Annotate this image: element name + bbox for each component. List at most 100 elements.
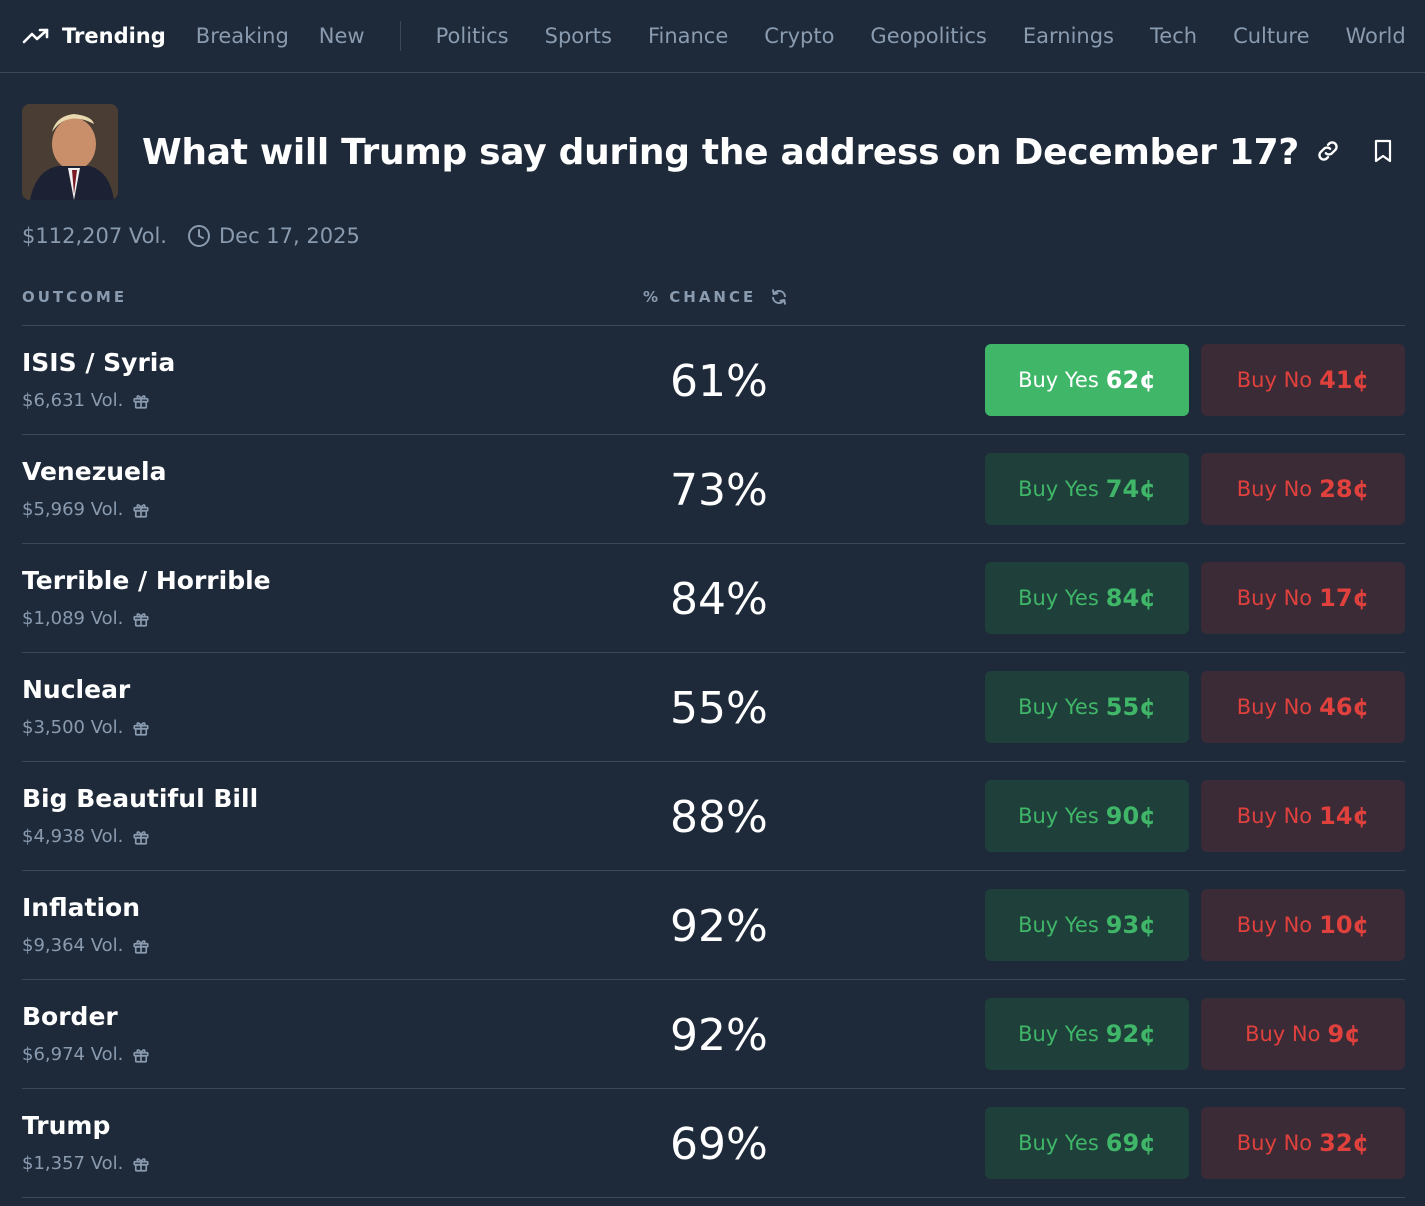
column-outcome: OUTCOME: [22, 288, 128, 306]
column-chance-label: % CHANCE: [643, 288, 757, 306]
nav-politics[interactable]: Politics: [435, 24, 509, 48]
nav-breaking[interactable]: Breaking: [195, 24, 289, 48]
nav-finance[interactable]: Finance: [647, 24, 729, 48]
buy-no-button[interactable]: Buy No 46¢: [1201, 671, 1405, 743]
gift-icon[interactable]: [132, 501, 150, 519]
table-row[interactable]: Border $6,974 Vol. 92% Buy Yes 92¢ Buy No…: [22, 980, 1405, 1089]
refresh-icon[interactable]: [770, 288, 788, 306]
market-title: What will Trump say during the address o…: [142, 131, 1299, 173]
buy-yes-button[interactable]: Buy Yes 69¢: [985, 1107, 1189, 1179]
outcome-volume: $9,364 Vol.: [22, 935, 150, 956]
nav-tech[interactable]: Tech: [1150, 24, 1198, 48]
outcome-name: Venezuela: [22, 457, 167, 486]
buy-no-label: Buy No: [1236, 804, 1313, 828]
outcome-name: Border: [22, 1002, 118, 1031]
outcome-volume: $4,938 Vol.: [22, 826, 150, 847]
outcome-name: Big Beautiful Bill: [22, 784, 259, 813]
market-volume: $112,207 Vol.: [22, 224, 167, 248]
nav-new[interactable]: New: [318, 24, 365, 48]
buy-yes-button[interactable]: Buy Yes 93¢: [985, 889, 1189, 961]
buy-no-button[interactable]: Buy No 32¢: [1201, 1107, 1405, 1179]
gift-icon[interactable]: [132, 937, 150, 955]
buy-yes-button[interactable]: Buy Yes 74¢: [985, 453, 1189, 525]
buy-no-label: Buy No: [1236, 1131, 1313, 1155]
buy-yes-button[interactable]: Buy Yes 62¢: [985, 344, 1189, 416]
gift-icon[interactable]: [132, 392, 150, 410]
top-nav: Trending Breaking New Politics Sports Fi…: [0, 0, 1425, 73]
gift-icon[interactable]: [132, 719, 150, 737]
buy-yes-price: 84¢: [1105, 584, 1156, 612]
nav-world[interactable]: World: [1345, 24, 1406, 48]
buy-no-price: 41¢: [1319, 366, 1370, 394]
gift-icon[interactable]: [132, 1046, 150, 1064]
buy-no-price: 32¢: [1319, 1129, 1370, 1157]
table-row[interactable]: Venezuela $5,969 Vol. 73% Buy Yes 74¢ Buy…: [22, 435, 1405, 544]
table-row[interactable]: ISIS / Syria $6,631 Vol. 61% Buy Yes 62¢ …: [22, 326, 1405, 435]
column-chance: % CHANCE: [643, 288, 788, 306]
buy-no-button[interactable]: Buy No 17¢: [1201, 562, 1405, 634]
bookmark-icon[interactable]: [1371, 138, 1395, 164]
buy-no-button[interactable]: Buy No 9¢: [1201, 998, 1405, 1070]
market-image: [22, 104, 118, 200]
buy-no-label: Buy No: [1236, 477, 1313, 501]
buy-no-button[interactable]: Buy No 41¢: [1201, 344, 1405, 416]
outcome-name: Nuclear: [22, 675, 131, 704]
outcome-chance: 69%: [670, 1119, 768, 1170]
buy-yes-price: 55¢: [1105, 693, 1156, 721]
buy-yes-label: Buy Yes: [1018, 477, 1099, 501]
nav-culture[interactable]: Culture: [1233, 24, 1310, 48]
buy-no-price: 14¢: [1319, 802, 1370, 830]
nav-crypto[interactable]: Crypto: [764, 24, 835, 48]
buy-yes-button[interactable]: Buy Yes 90¢: [985, 780, 1189, 852]
table-row[interactable]: Big Beautiful Bill $4,938 Vol. 88% Buy Y…: [22, 762, 1405, 871]
outcome-chance: 92%: [670, 901, 768, 952]
buy-no-price: 17¢: [1319, 584, 1370, 612]
outcome-volume-value: $1,357 Vol.: [22, 1153, 124, 1174]
buy-yes-label: Buy Yes: [1018, 1131, 1099, 1155]
nav-earnings[interactable]: Earnings: [1022, 24, 1115, 48]
buy-yes-button[interactable]: Buy Yes 92¢: [985, 998, 1189, 1070]
gift-icon[interactable]: [132, 1155, 150, 1173]
buy-no-label: Buy No: [1245, 1022, 1321, 1046]
buy-yes-label: Buy Yes: [1018, 913, 1099, 937]
buy-yes-price: 92¢: [1105, 1020, 1156, 1048]
outcome-volume: $5,969 Vol.: [22, 499, 150, 520]
buy-yes-label: Buy Yes: [1018, 1022, 1099, 1046]
outcome-volume-value: $1,089 Vol.: [22, 608, 124, 629]
buy-no-price: 46¢: [1319, 693, 1370, 721]
table-row[interactable]: Nuclear $3,500 Vol. 55% Buy Yes 55¢ Buy N…: [22, 653, 1405, 762]
table-row[interactable]: Trump $1,357 Vol. 69% Buy Yes 69¢ Buy No 3…: [22, 1089, 1405, 1198]
buy-yes-button[interactable]: Buy Yes 84¢: [985, 562, 1189, 634]
market-header: What will Trump say during the address o…: [22, 104, 1405, 200]
outcome-volume: $6,631 Vol.: [22, 390, 150, 411]
outcome-chance: 73%: [670, 465, 768, 516]
gift-icon[interactable]: [132, 610, 150, 628]
buy-yes-button[interactable]: Buy Yes 55¢: [985, 671, 1189, 743]
trending-icon: [22, 27, 50, 45]
outcome-volume: $1,357 Vol.: [22, 1153, 150, 1174]
nav-divider: [399, 21, 401, 51]
gift-icon[interactable]: [132, 828, 150, 846]
buy-yes-label: Buy Yes: [1018, 695, 1099, 719]
outcome-volume-value: $6,631 Vol.: [22, 390, 124, 411]
market-date: Dec 17, 2025: [218, 224, 360, 248]
nav-trending-label: Trending: [62, 24, 166, 48]
buy-no-button[interactable]: Buy No 28¢: [1201, 453, 1405, 525]
outcome-chance: 88%: [670, 792, 768, 843]
buy-no-button[interactable]: Buy No 10¢: [1201, 889, 1405, 961]
nav-trending[interactable]: Trending: [22, 24, 166, 48]
outcome-volume: $1,089 Vol.: [22, 608, 150, 629]
market-meta: $112,207 Vol. Dec 17, 2025: [22, 224, 360, 248]
buy-yes-price: 62¢: [1105, 366, 1156, 394]
table-row[interactable]: Terrible / Horrible $1,089 Vol. 84% Buy …: [22, 544, 1405, 653]
buy-yes-label: Buy Yes: [1018, 804, 1099, 828]
buy-no-button[interactable]: Buy No 14¢: [1201, 780, 1405, 852]
buy-yes-price: 90¢: [1105, 802, 1156, 830]
table-row[interactable]: Inflation $9,364 Vol. 92% Buy Yes 93¢ Buy…: [22, 871, 1405, 980]
clock-icon: [187, 224, 211, 248]
nav-sports[interactable]: Sports: [544, 24, 612, 48]
buy-no-label: Buy No: [1236, 368, 1313, 392]
link-icon[interactable]: [1315, 138, 1341, 164]
nav-geopolitics[interactable]: Geopolitics: [870, 24, 987, 48]
outcome-chance: 84%: [670, 574, 768, 625]
